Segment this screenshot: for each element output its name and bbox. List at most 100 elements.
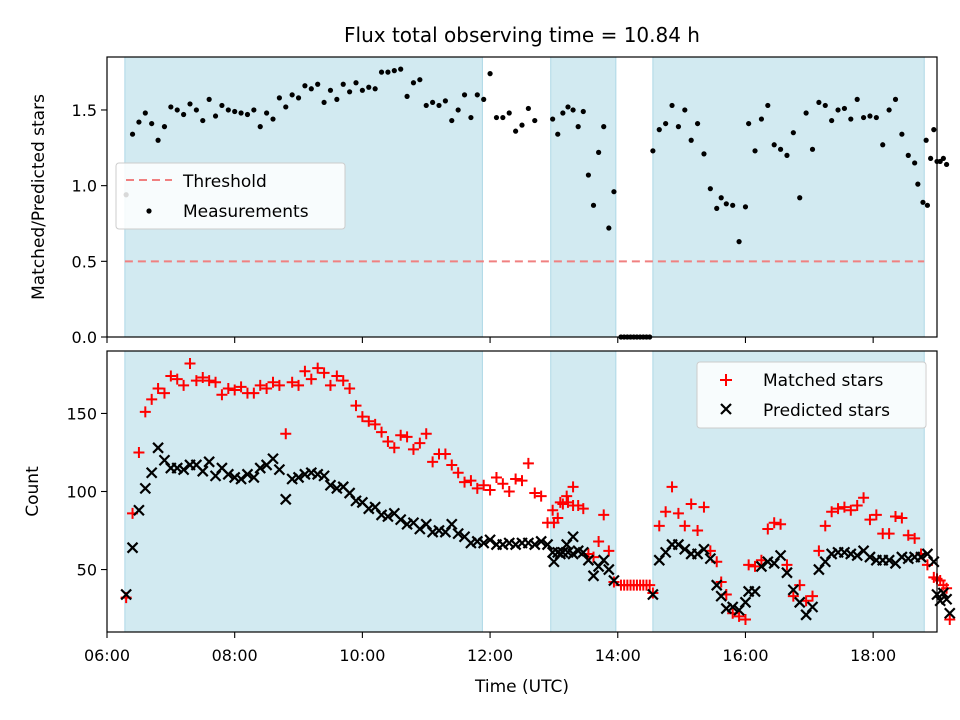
matched-star-marker [146, 393, 158, 405]
matched-star-marker [845, 504, 857, 516]
x-tick-label: 14:00 [595, 646, 641, 665]
measurement-point [532, 117, 538, 124]
matched-star-marker [305, 373, 317, 385]
matched-star-marker [944, 614, 956, 626]
predicted-star-marker [254, 462, 267, 474]
predicted-star-marker [704, 552, 717, 565]
predicted-star-marker [292, 471, 305, 484]
matched-star-marker [902, 529, 914, 541]
predicted-star-marker [557, 546, 569, 559]
predicted-star-marker [203, 456, 215, 468]
measurement-point [899, 131, 905, 137]
measurement-point [206, 96, 212, 102]
measurement-point [797, 195, 803, 201]
predicted-star-marker [883, 554, 895, 566]
observing-window-band [550, 350, 617, 633]
predicted-star-marker [452, 527, 464, 540]
matched-star-marker [229, 384, 241, 396]
matched-star-marker [478, 479, 490, 491]
matched-star-marker [318, 367, 330, 379]
measurement-point [270, 116, 276, 122]
legend-predicted-marker [720, 403, 732, 415]
measurement-point [892, 96, 899, 102]
measurement-point [193, 107, 199, 113]
predicted-star-marker [851, 549, 863, 562]
predicted-star-marker [546, 546, 559, 559]
matched-star-marker [593, 535, 605, 547]
measurement-point [468, 114, 474, 121]
matched-star-marker [768, 517, 780, 529]
matched-star-marker [184, 357, 196, 369]
matched-star-marker [439, 448, 451, 460]
predicted-star-marker [806, 601, 819, 613]
predicted-star-marker [235, 473, 247, 485]
y-tick-label: 150 [66, 404, 97, 423]
matched-star-marker [851, 500, 863, 512]
predicted-star-marker [726, 601, 739, 613]
measurement-point [225, 107, 231, 113]
matched-star-marker [324, 379, 336, 391]
matched-star-marker [471, 482, 483, 494]
predicted-star-marker [145, 466, 158, 479]
matched-star-marker [826, 506, 838, 518]
measurement-point [742, 204, 749, 210]
matched-star-marker [267, 376, 279, 388]
observing-window-band [124, 350, 483, 633]
measurement-point [669, 102, 675, 109]
predicted-star-marker [126, 541, 139, 554]
measurement-point [714, 205, 720, 211]
measurement-point [580, 108, 586, 115]
measurement-point [790, 130, 796, 136]
matched-star-marker [248, 387, 260, 399]
matched-star-marker [567, 481, 579, 493]
measurement-point [809, 146, 816, 152]
matched-star-marker [807, 590, 818, 602]
matched-star-marker [158, 387, 170, 399]
measurement-point [723, 201, 729, 207]
measurement-point [912, 160, 918, 166]
predicted-star-marker [382, 510, 394, 523]
measurement-point [200, 117, 206, 124]
predicted-star-marker [608, 574, 620, 587]
measurement-point [688, 137, 694, 143]
matched-star-marker [459, 476, 471, 488]
measurement-point [181, 111, 187, 118]
matched-star-marker [864, 514, 876, 526]
measurement-point [436, 102, 442, 109]
matched-star-marker [165, 370, 177, 382]
matched-star-marker [280, 428, 292, 440]
matched-star-marker [210, 376, 222, 388]
y-tick-label: 1.5 [72, 101, 97, 120]
matched-star-marker [331, 370, 343, 382]
measurement-point [168, 104, 174, 110]
predicted-star-marker [535, 535, 547, 548]
top-axes-frame [106, 56, 938, 338]
measurement-point [701, 151, 707, 157]
measurement-point [707, 186, 713, 192]
measurement-point [718, 195, 724, 201]
y-tick-label: 100 [66, 483, 97, 502]
matched-star-marker [858, 492, 870, 504]
measurement-point [136, 119, 142, 125]
measurement-point [663, 120, 669, 127]
measurement-point [232, 108, 238, 115]
predicted-star-marker [647, 588, 659, 601]
matched-star-marker [598, 509, 610, 521]
predicted-star-marker [528, 538, 541, 551]
measurement-point [244, 111, 251, 118]
measurement-point [493, 114, 500, 121]
matched-star-marker [794, 579, 806, 591]
measurement-point [487, 71, 493, 77]
matched-star-marker [261, 382, 273, 394]
matched-star-marker [698, 501, 710, 513]
measurement-point [565, 104, 571, 110]
measurement-point [585, 172, 592, 178]
measurement-point [449, 117, 455, 124]
measurement-point [129, 131, 136, 137]
matched-star-marker [608, 576, 620, 588]
legend-measurements-swatch [146, 208, 152, 214]
measurement-point [378, 69, 385, 75]
predicted-star-marker [273, 463, 286, 476]
measurement-point [442, 98, 448, 104]
measurement-point [276, 95, 282, 101]
